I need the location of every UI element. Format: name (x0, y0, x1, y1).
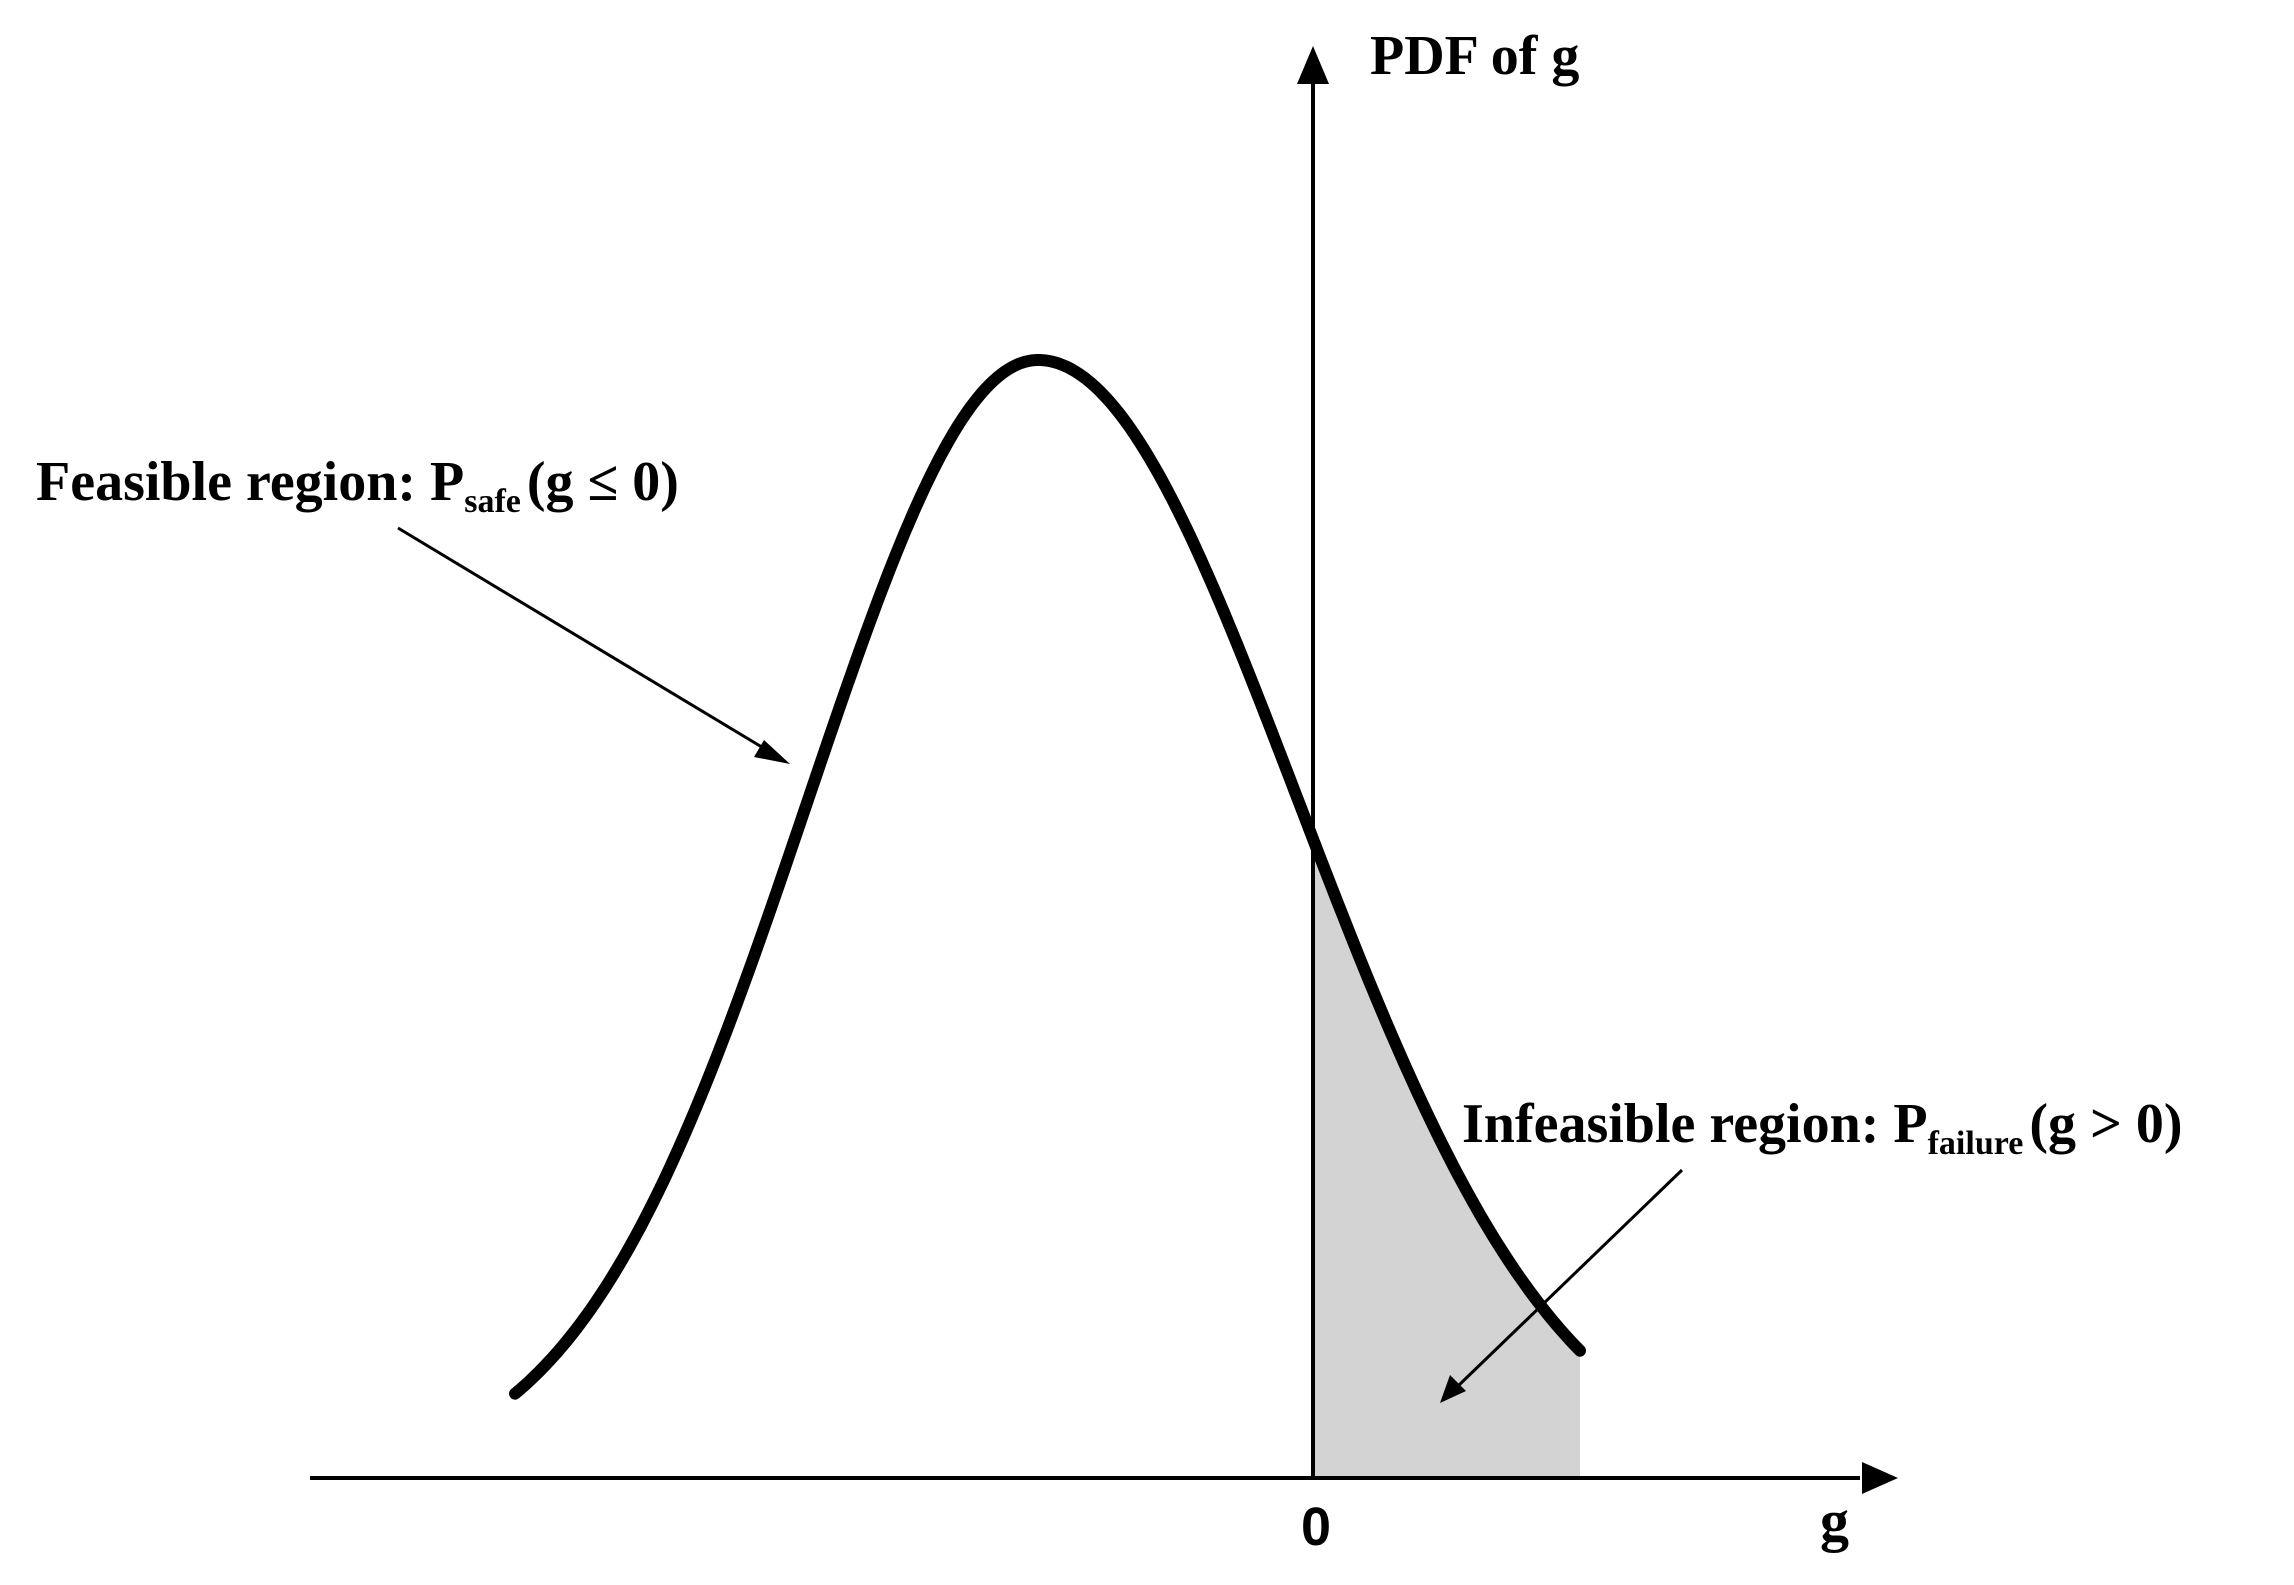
infeasible-callout-line (1456, 1168, 1684, 1388)
feasible-label-prefix: Feasible region: P (36, 451, 464, 513)
y-axis-arrowhead (1297, 46, 1329, 84)
x-axis-label: g (1820, 1488, 1849, 1553)
feasible-label-suffix: (g ≤ 0) (527, 451, 679, 513)
origin-tick-label: 0 (1301, 1497, 1331, 1557)
infeasible-label-prefix: Infeasible region: P (1462, 1093, 1928, 1155)
feasible-callout-line (397, 526, 771, 754)
y-axis-label: PDF of g (1370, 25, 1579, 87)
infeasible-callout-arrowhead (1440, 1375, 1466, 1403)
infeasible-label-suffix: (g > 0) (2029, 1093, 2182, 1155)
x-axis-arrowhead (1862, 1462, 1898, 1494)
feasible-callout-arrowhead (754, 740, 790, 764)
infeasible-region-label: Infeasible region: Pfailure (g > 0) (1462, 1093, 2183, 1162)
infeasible-label-subscript: failure (1928, 1125, 2024, 1162)
pdf-curve (509, 354, 1586, 1400)
feasible-region-label: Feasible region: Psafe (g ≤ 0) (36, 451, 679, 520)
feasible-label-subscript: safe (464, 483, 521, 520)
